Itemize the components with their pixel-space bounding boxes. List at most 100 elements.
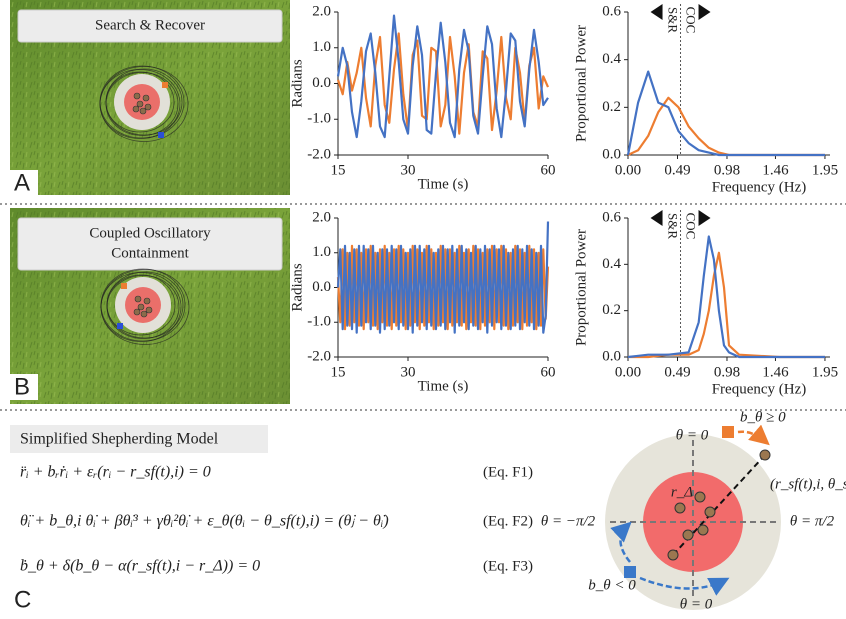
x-tick-label: 15 xyxy=(331,364,346,380)
sheep xyxy=(704,506,716,518)
x-tick-label: 0.00 xyxy=(615,364,641,380)
trajectory xyxy=(99,66,189,142)
series-line xyxy=(336,244,550,331)
scene-title-box xyxy=(17,9,283,43)
sheep xyxy=(136,100,144,108)
scene-title: Containment xyxy=(111,245,189,261)
y-tick-label: -2.0 xyxy=(307,348,331,364)
scene-title: Coupled Oscillatory xyxy=(89,225,211,241)
model-title: Simplified Shepherding Model xyxy=(20,431,219,448)
diagram-label: θ = −π/2 xyxy=(541,513,596,529)
regime-arrow xyxy=(698,4,711,20)
equation-label: (Eq. F2) xyxy=(483,513,533,529)
sheep xyxy=(694,491,706,503)
herder-blue xyxy=(158,132,164,138)
x-tick-label: 60 xyxy=(541,162,556,178)
y-tick-label: 0.4 xyxy=(602,51,621,67)
diagram-label: θ = π/2 xyxy=(790,513,835,529)
rotation-arrow xyxy=(639,576,730,596)
diagram-label: θ = 0 xyxy=(680,596,713,612)
y-axis-label: Proportional Power xyxy=(573,229,589,346)
sheep xyxy=(145,306,153,314)
sheep xyxy=(137,303,145,311)
series-line xyxy=(336,32,550,135)
panel-label: B xyxy=(14,373,30,400)
herder-orange xyxy=(722,426,734,438)
y-tick-label: 2.0 xyxy=(312,3,331,19)
y-tick-label: -1.0 xyxy=(307,111,331,127)
y-tick-label: -2.0 xyxy=(307,146,331,162)
regime-label: S&R xyxy=(666,213,681,239)
panel-label-box xyxy=(10,374,38,400)
y-tick-label: 0.6 xyxy=(602,209,621,225)
equation: θ̈ᵢ + b_θ,i θ̇ᵢ + βθ̇ᵢ³ + γθᵢ²θ̇ᵢ + ε_θ(… xyxy=(20,513,389,530)
regime-arrow xyxy=(698,210,711,226)
x-tick-label: 1.95 xyxy=(812,162,838,178)
equation: ḃ_θ + δ(b_θ − α(r_sf(t),i − r_Δ)) = 0 xyxy=(20,558,260,575)
sheep xyxy=(132,105,140,113)
equation: r̈ᵢ + bᵣṙᵢ + εᵣ(rᵢ − r_sf(t),i) = 0 xyxy=(20,464,211,481)
model-title-box xyxy=(10,425,268,453)
equation-label: (Eq. F1) xyxy=(483,464,533,480)
trajectory xyxy=(100,269,190,345)
diagram-label: b_θ ≥ 0 xyxy=(740,409,786,425)
diagram-label: θ = 0 xyxy=(676,427,709,443)
x-tick-label: 1.46 xyxy=(762,364,789,380)
x-tick-label: 30 xyxy=(401,364,416,380)
x-tick-label: 1.95 xyxy=(812,364,838,380)
regime-arrow xyxy=(650,210,663,226)
sheep xyxy=(144,103,152,111)
y-axis-label: Radians xyxy=(289,263,305,311)
series-line xyxy=(336,221,550,334)
panel-label: A xyxy=(14,169,30,196)
x-tick-label: 1.46 xyxy=(762,162,789,178)
x-axis-label: Frequency (Hz) xyxy=(712,179,807,195)
sheep xyxy=(667,549,679,561)
rotation-arrow xyxy=(610,521,632,563)
sheep xyxy=(133,92,141,100)
sheep xyxy=(143,297,151,305)
x-tick-label: 0.98 xyxy=(714,364,740,380)
y-tick-label: 1.0 xyxy=(312,244,331,260)
sheep xyxy=(682,529,694,541)
regime-label: COC xyxy=(684,213,699,240)
y-tick-label: 0.0 xyxy=(312,75,331,91)
series-line xyxy=(627,96,825,157)
sheep xyxy=(140,310,148,318)
panel-label: C xyxy=(14,586,31,613)
series-line xyxy=(626,70,825,157)
sheep xyxy=(674,502,686,514)
y-tick-label: 0.0 xyxy=(602,146,621,162)
x-tick-label: 0.98 xyxy=(714,162,740,178)
x-axis-label: Frequency (Hz) xyxy=(712,381,807,397)
herder-orange xyxy=(162,82,168,88)
x-tick-label: 0.49 xyxy=(664,162,690,178)
y-tick-label: 0.0 xyxy=(602,348,621,364)
x-axis-label: Time (s) xyxy=(418,378,469,394)
regime-arrow xyxy=(650,4,663,20)
herder-orange xyxy=(121,283,127,289)
series-line xyxy=(336,14,549,139)
series-line xyxy=(627,235,825,359)
y-tick-label: 0.2 xyxy=(602,302,621,318)
y-tick-label: 0.4 xyxy=(602,256,621,272)
y-tick-label: -1.0 xyxy=(307,314,331,330)
sheep xyxy=(134,295,142,303)
series-line xyxy=(628,251,825,359)
scene-title: Search & Recover xyxy=(95,17,205,33)
diagram-label: b_θ < 0 xyxy=(588,577,636,593)
trajectory xyxy=(106,271,184,339)
x-tick-label: 0.00 xyxy=(615,162,641,178)
trajectory xyxy=(105,68,183,136)
sheep xyxy=(759,449,771,461)
sheep xyxy=(697,524,709,536)
y-tick-label: 0.0 xyxy=(312,279,331,295)
x-axis-label: Time (s) xyxy=(418,176,469,192)
y-tick-label: 2.0 xyxy=(312,209,331,225)
y-tick-label: 0.6 xyxy=(602,3,621,19)
diagram-label: r_Δ xyxy=(671,484,693,500)
x-tick-label: 60 xyxy=(541,364,556,380)
x-tick-label: 15 xyxy=(331,162,346,178)
y-axis-label: Radians xyxy=(289,59,305,107)
